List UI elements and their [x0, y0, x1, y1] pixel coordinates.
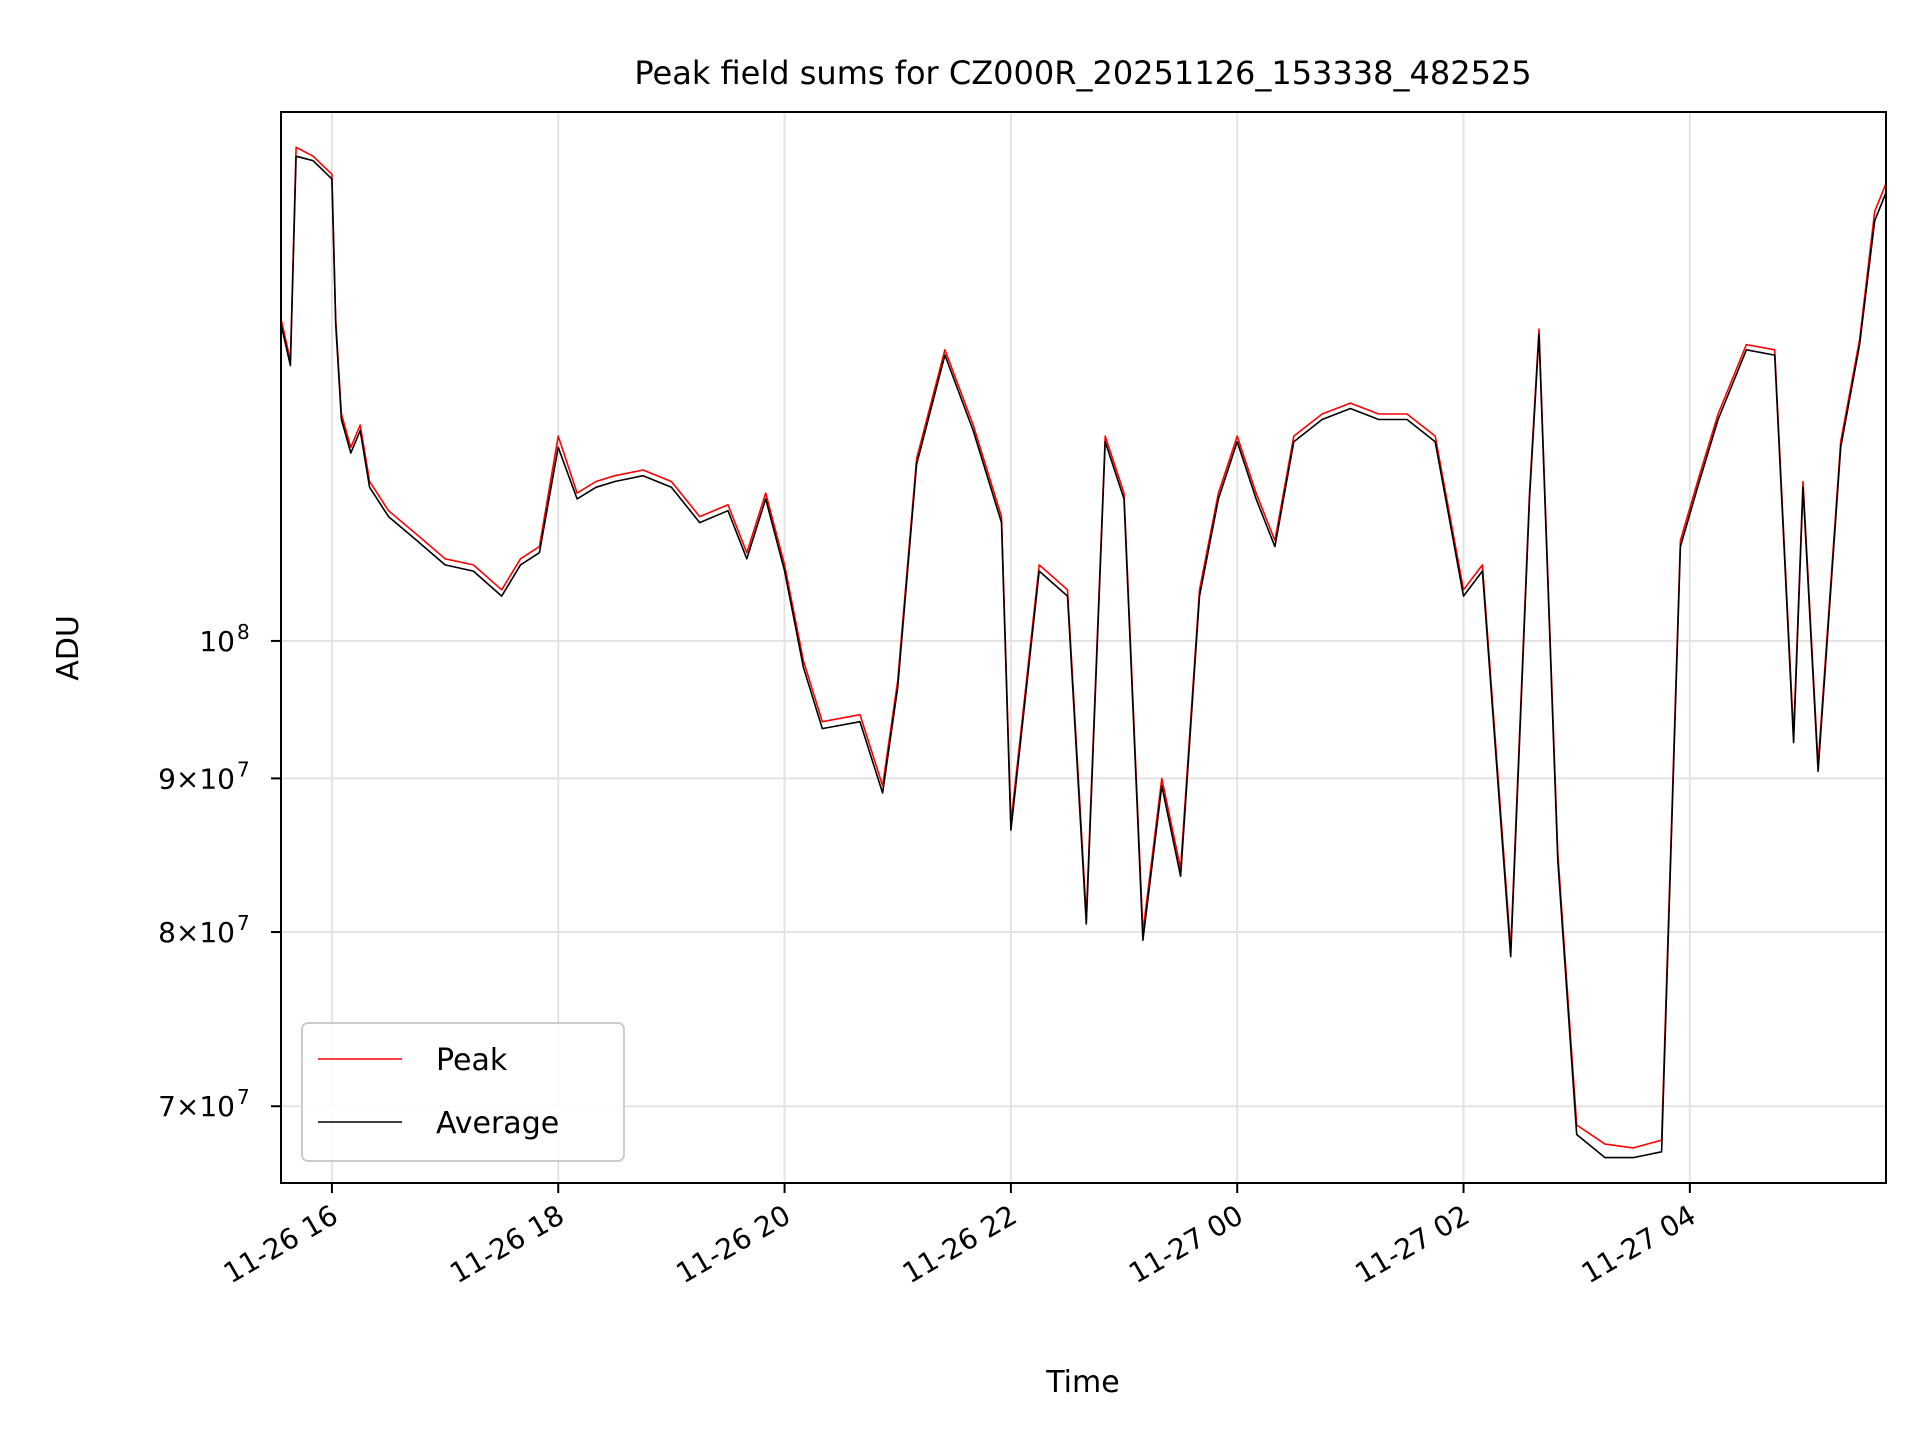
plot-frame	[280, 111, 1887, 1184]
y-tick-label: 7×10	[158, 1090, 235, 1123]
y-tick-exponent: 8	[237, 620, 250, 644]
legend-box	[301, 1022, 625, 1162]
y-tick-exponent: 7	[237, 911, 250, 935]
y-tick-label: 10	[199, 625, 235, 658]
x-axis-label: Time	[1045, 1365, 1119, 1400]
series-line-average	[281, 155, 1886, 1159]
y-tick-label: 9×10	[158, 762, 235, 795]
chart-title: Peak field sums for CZ000R_20251126_1533…	[634, 54, 1531, 92]
y-tick-exponent: 7	[237, 1085, 250, 1109]
legend-label-average: Average	[436, 1106, 559, 1141]
series-line-peak	[281, 146, 1886, 1149]
y-tick-exponent: 7	[237, 757, 250, 781]
legend: Peak Average	[301, 1022, 625, 1162]
legend-label-peak: Peak	[436, 1043, 508, 1078]
y-tick-label: 8×10	[158, 916, 235, 949]
series-lines	[281, 146, 1886, 1159]
y-axis-label: ADU	[51, 615, 86, 681]
